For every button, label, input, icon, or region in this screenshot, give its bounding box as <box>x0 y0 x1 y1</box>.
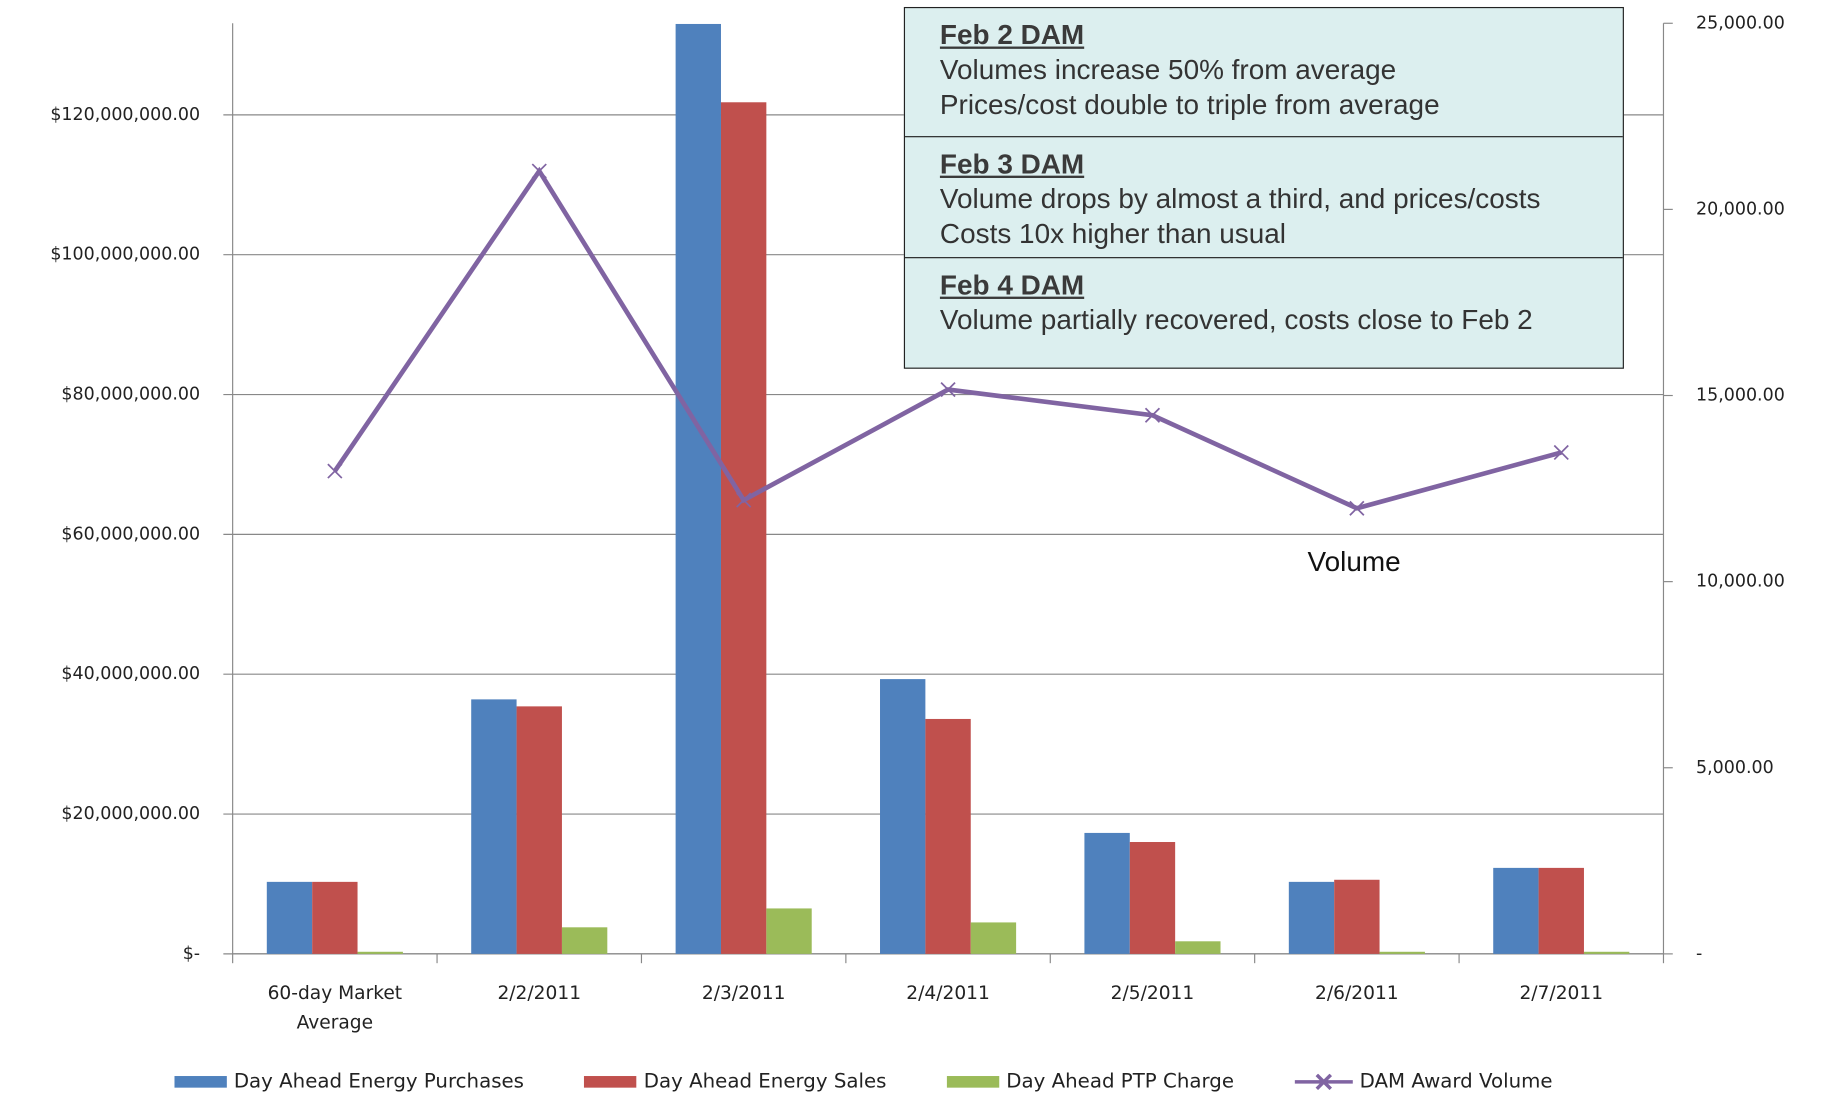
marker <box>940 381 956 398</box>
bar <box>970 922 1017 954</box>
marker <box>736 492 752 508</box>
annotation: Feb 2 DAM Volumes increase 50% from avera… <box>905 8 1623 136</box>
legend-label: DAM Award Volume <box>1359 1070 1553 1094</box>
legend-label: Day Ahead PTP Charge <box>1006 1070 1234 1094</box>
bar <box>1288 881 1335 954</box>
x-tick-label: 60-day Market Average <box>267 981 403 1033</box>
x-tick-label: 2/3/2011 <box>701 981 786 1004</box>
bar <box>1334 879 1380 954</box>
annotation: Feb 3 DAM Volume drops by almost a third,… <box>905 136 1623 257</box>
legend-item: Day Ahead PTP Charge <box>946 1070 1234 1094</box>
y-tick-label: $- <box>183 944 200 964</box>
y-tick-label: $100,000,000.00 <box>50 245 200 265</box>
legend-item: Day Ahead Energy Purchases <box>174 1070 524 1094</box>
y2-tick-label: - <box>1696 944 1702 964</box>
y-tick-label: $80,000,000.00 <box>61 385 200 405</box>
annotation-box: Feb 2 DAM Volumes increase 50% from avera… <box>903 6 1624 369</box>
line-label: Volume <box>1307 546 1401 579</box>
y-tick-label: $40,000,000.00 <box>61 664 200 684</box>
annotation: Feb 4 DAM Volume partially recovered, cos… <box>905 257 1623 368</box>
x-tick-label: 2/2/2011 <box>497 981 582 1004</box>
x-tick-label: 2/7/2011 <box>1519 981 1604 1004</box>
annotation-title: Feb 2 DAM <box>939 19 1085 52</box>
y2-tick-label: 5,000.00 <box>1696 758 1774 778</box>
bar <box>1583 951 1630 954</box>
annotation-line: Costs 10x higher than usual <box>939 218 1287 251</box>
bar <box>266 881 313 954</box>
annotation-line: Prices/cost double to triple from averag… <box>939 89 1440 121</box>
bar <box>561 927 608 954</box>
bar <box>1493 867 1539 954</box>
y-tick-label: $20,000,000.00 <box>61 804 200 824</box>
x-tick-label: 2/5/2011 <box>1110 981 1195 1004</box>
annotation-line: Volume drops by almost a third, and pric… <box>939 183 1541 216</box>
annotation-line: Volume partially recovered, costs close … <box>939 304 1533 337</box>
legend-swatch <box>174 1076 227 1088</box>
marker <box>1144 407 1161 423</box>
legend-line <box>1294 1073 1353 1090</box>
legend-label: Day Ahead Energy Purchases <box>233 1070 524 1094</box>
bar <box>1538 867 1584 954</box>
legend-swatch <box>1294 1073 1353 1090</box>
x-tick-label: 2/4/2011 <box>906 981 990 1004</box>
annotation-title: Feb 4 DAM <box>939 269 1085 302</box>
x-tick-label: 2/6/2011 <box>1315 981 1399 1004</box>
marker <box>1553 444 1569 461</box>
y2-tick-label: 15,000.00 <box>1696 386 1785 406</box>
y-tick-label: $120,000,000.00 <box>50 105 200 125</box>
y2-tick-label: 20,000.00 <box>1696 199 1785 219</box>
annotation-line: Volumes increase 50% from average <box>939 54 1397 87</box>
marker <box>327 463 343 479</box>
bar <box>720 102 767 954</box>
legend-swatch <box>584 1076 637 1088</box>
bar <box>357 951 403 954</box>
legend-swatch <box>946 1076 1000 1088</box>
annotation-title: Feb 3 DAM <box>939 148 1085 181</box>
bar <box>1175 941 1221 954</box>
bar <box>880 679 926 954</box>
legend-item: DAM Award Volume <box>1294 1070 1553 1094</box>
bar <box>925 718 971 954</box>
y-tick-label: $60,000,000.00 <box>61 524 200 544</box>
y2-tick-label: 10,000.00 <box>1696 572 1785 592</box>
legend-label: Day Ahead Energy Sales <box>643 1070 887 1094</box>
bar <box>1084 832 1130 954</box>
bar <box>675 23 721 954</box>
bar <box>516 706 562 954</box>
bar <box>1379 951 1425 954</box>
marker <box>1349 500 1365 516</box>
bar <box>766 908 812 954</box>
bar <box>471 699 517 954</box>
legend: Day Ahead Energy Purchases Day Ahead Ener… <box>174 1070 1553 1094</box>
marker <box>531 163 547 179</box>
y2-tick-label: 25,000.00 <box>1696 13 1785 33</box>
bar <box>312 881 358 954</box>
legend-item: Day Ahead Energy Sales <box>584 1070 886 1093</box>
bar <box>1129 842 1176 954</box>
